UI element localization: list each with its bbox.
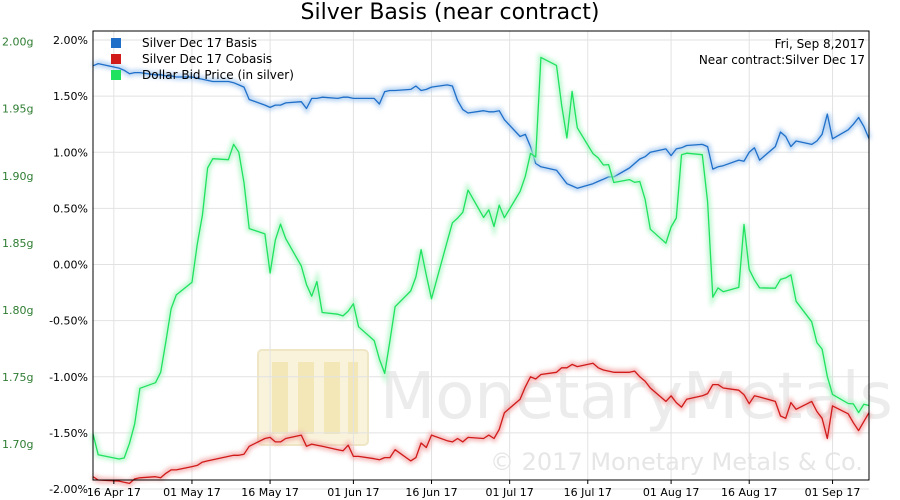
series-layer: [90, 52, 872, 487]
x-tick-label: 16 May 17: [241, 486, 299, 499]
y-left-tick-label: 2.00%: [53, 34, 88, 47]
y-left-tick-label: 1.00%: [53, 146, 88, 159]
x-tick-label: 16 Jun 17: [405, 486, 457, 499]
y-right-tick-label: 1.80g: [2, 304, 33, 317]
y-axis-left: 2.00% 1.50% 1.00% 0.50% 0.00% -0.50% -1.00% -1.…: [49, 34, 88, 496]
y-right-tick-label: 2.00g: [2, 36, 33, 49]
y-right-tick-label: 1.95g: [2, 103, 33, 116]
x-tick-label: 01 Aug 17: [643, 486, 699, 499]
info-date: Fri, Sep 8,2017: [775, 37, 865, 51]
legend-label: Silver Dec 17 Cobasis: [142, 52, 272, 66]
y-axis-right: 2.00g 1.95g 1.90g 1.85g 1.80g 1.75g 1.70g: [2, 36, 33, 451]
x-tick-label: 01 Jul 17: [486, 486, 534, 499]
legend-label: Dollar Bid Price (in silver): [142, 68, 294, 82]
y-left-tick-label: 1.50%: [53, 90, 88, 103]
legend-label: Silver Dec 17 Basis: [142, 36, 257, 50]
y-left-tick-label: -1.50%: [49, 427, 88, 440]
y-right-tick-label: 1.90g: [2, 170, 33, 183]
x-tick-label: 01 Jun 17: [327, 486, 379, 499]
watermark: MonetaryMetals © 2017 Monetary Metals & …: [257, 349, 893, 476]
watermark-logo-icon: [257, 349, 369, 446]
legend-swatch: [111, 38, 121, 48]
plot-frame: [92, 30, 870, 481]
legend: Silver Dec 17 Basis Silver Dec 17 Cobasis…: [111, 36, 294, 82]
x-axis: 16 Apr 17 01 May 17 16 May 17 01 Jun 17 16 J…: [87, 480, 861, 499]
legend-swatch: [111, 70, 121, 80]
info-contract: Near contract:Silver Dec 17: [699, 53, 865, 67]
y-left-tick-label: -1.00%: [49, 371, 88, 384]
legend-swatch: [111, 54, 121, 64]
y-right-tick-label: 1.75g: [2, 371, 33, 384]
y-left-tick-label: -2.00%: [49, 483, 88, 496]
x-tick-label: 16 Aug 17: [721, 486, 777, 499]
y-right-tick-label: 1.85g: [2, 237, 33, 250]
x-tick-label: 16 Jul 17: [564, 486, 612, 499]
y-left-tick-label: 0.50%: [53, 202, 88, 215]
info-box: Fri, Sep 8,2017 Near contract:Silver Dec…: [699, 37, 865, 67]
x-tick-label: 01 May 17: [163, 486, 221, 499]
x-tick-label: 16 Apr 17: [87, 486, 141, 499]
y-left-tick-label: 0.00%: [53, 259, 88, 272]
y-right-tick-label: 1.70g: [2, 438, 33, 451]
watermark-copyright: © 2017 Monetary Metals & Co.: [490, 448, 863, 476]
chart-title: Silver Basis (near contract): [301, 0, 600, 25]
series-line: [92, 362, 870, 485]
grid: [93, 31, 869, 490]
x-tick-label: 01 Sep 17: [805, 486, 861, 499]
y-left-tick-label: -0.50%: [49, 315, 88, 328]
series-line: [92, 62, 870, 189]
series-line: [92, 56, 870, 460]
